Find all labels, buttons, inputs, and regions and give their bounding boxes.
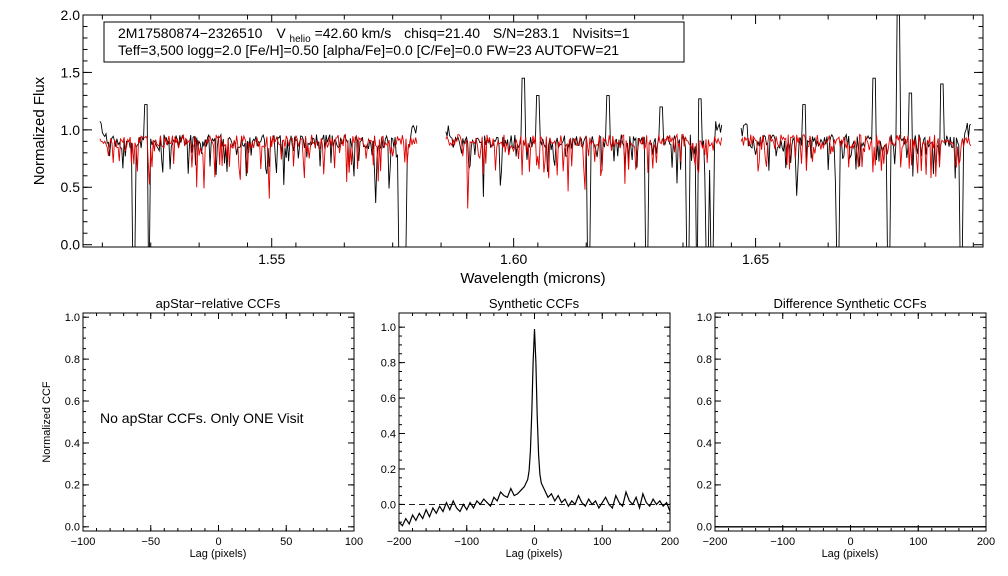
x-tick-label: −100 — [71, 536, 96, 548]
nvisits-value: Nvisits=1 — [572, 25, 629, 41]
y-tick-label: 0.4 — [65, 438, 80, 450]
y-tick-label: 0.6 — [65, 396, 80, 408]
x-tick-label: 1.60 — [500, 251, 527, 267]
y-tick-label: 1.0 — [697, 312, 712, 324]
x-tick-label: −100 — [770, 536, 795, 548]
synthetic-ccf-curve — [398, 328, 671, 527]
y-tick-label: 2.0 — [61, 7, 81, 23]
x-tick-label: 0 — [847, 536, 853, 548]
x-tick-label: −200 — [703, 536, 728, 548]
y-tick-label: 0.2 — [65, 480, 80, 492]
y-tick-label: 0.6 — [697, 396, 712, 408]
y-tick-label: 1.0 — [381, 322, 396, 334]
y-tick-label: 0.0 — [697, 522, 712, 534]
x-tick-label: −50 — [141, 536, 160, 548]
synthetic-spectrum — [99, 133, 972, 209]
y-tick-label: 0.4 — [381, 428, 396, 440]
x-tick-label: 1.55 — [258, 251, 285, 267]
apstar-xlabel: Lag (pixels) — [190, 548, 247, 560]
apstar-message: No apStar CCFs. Only ONE Visit — [100, 410, 304, 426]
y-tick-label: 1.5 — [61, 64, 81, 80]
synthetic-ccf-panel: Synthetic CCFs Lag (pixels) −200 −100 0 100… — [381, 296, 679, 560]
synthetic-spectrum-segment — [740, 133, 972, 179]
spectrum-panel: 1.55 1.60 1.65 0.0 0.5 1.0 1.5 2.0 Normalized F… — [31, 7, 984, 287]
difference-ccf-panel: Difference Synthetic CCFs Lag (pixels) −… — [697, 296, 995, 560]
star-id: 2M17580874−2326510 — [118, 25, 263, 41]
difference-frame — [714, 312, 987, 532]
x-tick-label: 1.65 — [742, 251, 769, 267]
y-tick-label: 0.0 — [381, 499, 396, 511]
chisq-value: chisq=21.40 — [404, 25, 480, 41]
spectrum-ticks: 1.55 1.60 1.65 0.0 0.5 1.0 1.5 2.0 — [61, 7, 983, 267]
synthetic-frame — [398, 312, 671, 532]
synthetic-spectrum-segment — [445, 133, 723, 209]
x-tick-label: 50 — [280, 536, 292, 548]
y-tick-label: 0.0 — [61, 237, 81, 253]
velocity-value: =42.60 km/s — [315, 25, 392, 41]
y-tick-label: 0.8 — [65, 354, 80, 366]
x-tick-label: 100 — [593, 536, 611, 548]
y-tick-label: 0.8 — [381, 357, 396, 369]
velocity-subscript: helio — [290, 34, 312, 45]
y-tick-label: 0.8 — [697, 354, 712, 366]
spectrum-xlabel: Wavelength (microns) — [460, 270, 605, 287]
x-tick-label: 200 — [977, 536, 995, 548]
y-tick-label: 0.2 — [381, 464, 396, 476]
difference-xlabel: Lag (pixels) — [822, 548, 879, 560]
synthetic-ticks: −200 −100 0 100 200 0.0 0.2 0.4 0.6 0.8 1.0 — [381, 313, 679, 548]
observed-spectrum-segment — [99, 104, 418, 248]
difference-title: Difference Synthetic CCFs — [774, 296, 927, 311]
y-tick-label: 1.0 — [61, 122, 81, 138]
x-tick-label: 100 — [345, 536, 363, 548]
synthetic-title: Synthetic CCFs — [489, 296, 580, 311]
x-tick-label: −100 — [454, 536, 479, 548]
x-tick-label: 100 — [909, 536, 927, 548]
annotation-line2: Teff=3,500 logg=2.0 [Fe/H]=0.50 [alpha/F… — [118, 42, 619, 58]
y-tick-label: 0.4 — [697, 438, 712, 450]
x-tick-label: 0 — [215, 536, 221, 548]
snr-value: S/N=283.1 — [493, 25, 560, 41]
spectrum-frame — [82, 14, 984, 248]
x-tick-label: −200 — [387, 536, 412, 548]
annotation-line1: 2M17580874−2326510 V helio =42.60 km/s c… — [118, 25, 630, 45]
apstar-title: apStar−relative CCFs — [156, 296, 281, 311]
y-tick-label: 1.0 — [65, 312, 80, 324]
synthetic-xlabel: Lag (pixels) — [506, 548, 563, 560]
difference-ticks: −200 −100 0 100 200 0.0 0.2 0.4 0.6 0.8 1.0 — [697, 312, 995, 548]
synthetic-spectrum-segment — [99, 133, 418, 199]
y-tick-label: 0.5 — [61, 179, 81, 195]
observed-spectrum-segment — [740, 14, 972, 248]
spectrum-ylabel: Normalized Flux — [31, 76, 48, 185]
x-tick-label: 0 — [531, 536, 537, 548]
apstar-ylabel: Normalized CCF — [41, 381, 53, 463]
y-tick-label: 0.0 — [65, 522, 80, 534]
y-tick-label: 0.6 — [381, 393, 396, 405]
x-tick-label: 200 — [661, 536, 679, 548]
apstar-ccf-panel: apStar−relative CCFs Normalized CCF Lag … — [41, 296, 363, 560]
apstar-ticks: −100 −50 0 50 100 0.0 0.2 0.4 0.6 0.8 1.0 — [65, 312, 363, 548]
y-tick-label: 0.2 — [697, 480, 712, 492]
annotation-box — [103, 21, 685, 63]
velocity-prefix: V — [276, 25, 286, 41]
